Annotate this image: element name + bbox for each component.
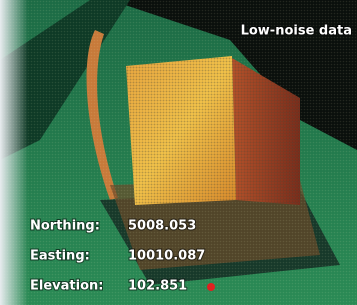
readout-value: 102.851 <box>128 279 187 294</box>
readout-value: 5008.053 <box>128 219 196 234</box>
view-title: Low-noise data <box>241 24 352 39</box>
left-fade <box>0 0 28 305</box>
page: {"title": "Low-noise data", "readouts": … <box>0 0 357 305</box>
readout-label: Easting: <box>30 249 90 264</box>
readout-value: 10010.087 <box>128 249 205 264</box>
point-marker <box>207 283 215 291</box>
readout-label: Northing: <box>30 219 100 234</box>
readout-label: Elevation: <box>30 279 103 294</box>
point-cloud-view: Low-noise data Northing: 5008.053 Eastin… <box>0 0 357 305</box>
